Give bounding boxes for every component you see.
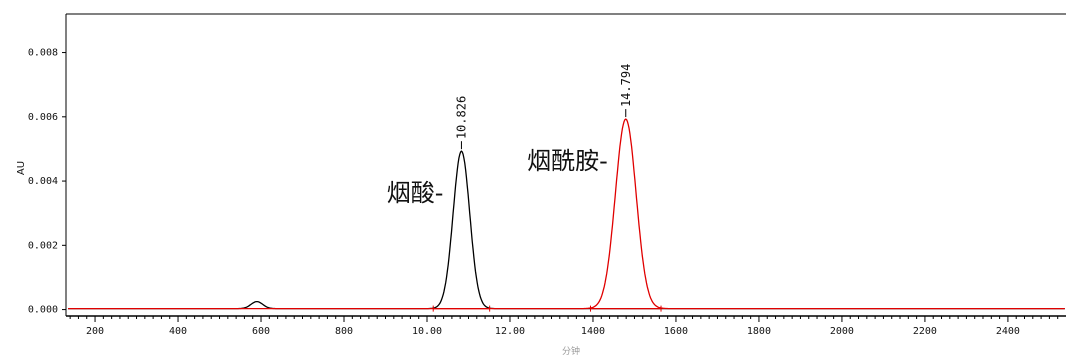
peak-retention-label: 14.794 [619,64,633,107]
x-tick-label: 800 [335,326,353,337]
y-tick-label: 0.000 [28,305,58,316]
x-tick-label: 200 [86,326,104,337]
x-tick-label: 600 [252,326,270,337]
y-tick-label: 0.004 [28,176,58,187]
y-tick-label: 0.002 [28,240,58,251]
x-tick-label: 12.00 [495,326,525,337]
series-trace-1 [68,118,1065,310]
y-ticks: 0.000 0.002 0.004 0.006 0.008 [28,48,66,316]
x-axis-title: 分钟 [562,345,580,357]
peak-retention-label: 10.826 [454,96,468,139]
y-axis-title: AU [16,161,27,175]
x-tick-label: 1400 [581,326,605,337]
x-tick-label: 1800 [747,326,771,337]
peak-compound-label: 烟酸- [387,179,444,207]
x-ticks: 200 400 600 800 10.00 12.00 1400 1600 1800 2000 22… [69,316,1059,337]
axes [65,13,1066,317]
x-tick-label: 400 [169,326,187,337]
x-tick-label: 2200 [913,326,937,337]
x-tick-label: 2000 [830,326,854,337]
x-tick-label: 1600 [664,326,688,337]
x-tick-label: 2400 [996,326,1020,337]
y-tick-label: 0.006 [28,112,58,123]
y-tick-label: 0.008 [28,48,58,59]
plot-area: 10.826 烟酸- 14.794 烟酰胺- [68,64,1065,312]
peak-compound-label: 烟酰胺- [527,147,608,175]
x-tick-label: 10.00 [412,326,442,337]
